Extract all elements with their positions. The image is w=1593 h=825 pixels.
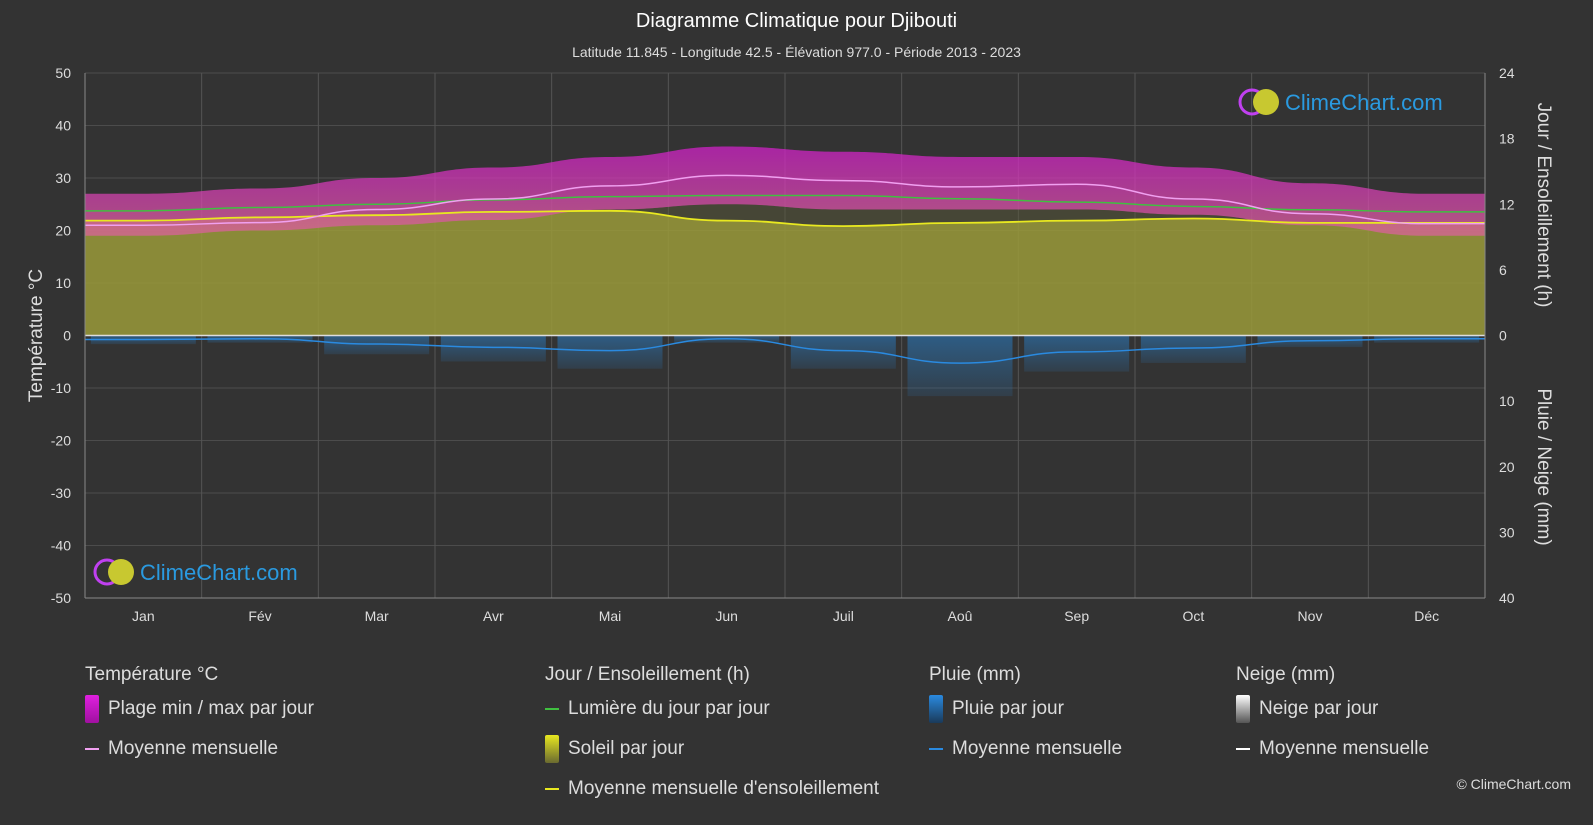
sunshine-swatch	[545, 735, 559, 763]
legend-snow-label: Neige par jour	[1259, 698, 1379, 719]
rain-bar	[324, 335, 430, 355]
legend-item-temp-mean: Moyenne mensuelle	[85, 730, 314, 768]
logo-top-sun-icon	[1253, 89, 1279, 115]
right-top-tick-label: 12	[1499, 196, 1515, 212]
left-tick-label: -20	[51, 433, 71, 449]
sunshine-mean-line	[85, 209, 1485, 228]
legend-temp-range-label: Plage min / max par jour	[108, 698, 314, 719]
legend-rain-title: Pluie (mm)	[929, 664, 1021, 685]
logo-top-text: ClimeChart.com	[1285, 90, 1443, 115]
right-top-tick-label: 24	[1499, 65, 1515, 81]
legend-rain: Pluie (mm) Pluie par jour Moyenne mensue…	[929, 664, 1122, 768]
month-label: Déc	[1414, 608, 1439, 624]
legend-item-sunshine: Soleil par jour	[545, 730, 879, 768]
snow-swatch	[1236, 695, 1250, 723]
rain-swatch	[929, 695, 943, 723]
rain-mean-line	[85, 338, 1485, 364]
month-label: Oct	[1182, 608, 1204, 624]
temp-mean-swatch	[85, 748, 99, 750]
legend-rain-label: Pluie par jour	[952, 698, 1064, 719]
month-label: Mar	[365, 608, 389, 624]
month-label: Nov	[1298, 608, 1323, 624]
left-axis-title: Température °C	[26, 269, 47, 402]
month-label: Aoû	[948, 608, 973, 624]
left-tick-label: -40	[51, 538, 71, 554]
right-bottom-tick-label: 20	[1499, 459, 1515, 475]
left-tick-label: 50	[55, 65, 71, 81]
copyright: © ClimeChart.com	[1456, 776, 1571, 792]
right-top-axis-title: Jour / Ensoleillement (h)	[1533, 103, 1554, 308]
legend-item-snow-mean: Moyenne mensuelle	[1236, 730, 1429, 768]
legend-rain-mean-label: Moyenne mensuelle	[952, 738, 1123, 759]
left-tick-label: -10	[51, 380, 71, 396]
legend-temperature: Température °C Plage min / max par jour …	[85, 664, 314, 768]
snow-mean-swatch	[1236, 748, 1250, 750]
legend-temp-mean-label: Moyenne mensuelle	[108, 738, 279, 759]
left-tick-label: 0	[63, 328, 71, 344]
legend-sunshine-mean-label: Moyenne mensuelle d'ensoleillement	[568, 778, 879, 799]
right-top-tick-label: 18	[1499, 131, 1515, 147]
month-label: Mai	[599, 608, 622, 624]
month-label: Fév	[248, 608, 271, 624]
left-tick-label: -50	[51, 590, 71, 606]
legend-item-daylight: Lumière du jour par jour	[545, 690, 879, 728]
climate-chart: 50 40 30 20 10 0 -10 -20 -30 -40 -50 24 18 12 6 0 10 20 30…	[26, 65, 1554, 624]
daylight-line	[85, 194, 1485, 213]
legend-snow-mean-label: Moyenne mensuelle	[1259, 738, 1430, 759]
legend-item-temp-range: Plage min / max par jour	[85, 690, 314, 728]
legend-item-sunshine-mean: Moyenne mensuelle d'ensoleillement	[545, 770, 879, 808]
legend-item-rain-mean: Moyenne mensuelle	[929, 730, 1122, 768]
rain-mean-swatch	[929, 748, 943, 750]
month-label: Avr	[483, 608, 504, 624]
month-label: Jun	[715, 608, 738, 624]
month-label: Juil	[833, 608, 854, 624]
right-top-tick-label: 0	[1499, 328, 1507, 344]
legend-item-snow: Neige par jour	[1236, 690, 1429, 728]
right-bottom-axis-title: Pluie / Neige (mm)	[1533, 388, 1554, 545]
right-bottom-tick-label: 10	[1499, 393, 1515, 409]
left-tick-label: 30	[55, 170, 71, 186]
legend-snow: Neige (mm) Neige par jour Moyenne mensue…	[1236, 664, 1429, 768]
sunshine-area	[85, 210, 1485, 336]
legend-daylight-label: Lumière du jour par jour	[568, 698, 770, 719]
legend-sun: Jour / Ensoleillement (h) Lumière du jou…	[545, 664, 879, 808]
right-top-tick-label: 6	[1499, 262, 1507, 278]
left-tick-label: 10	[55, 275, 71, 291]
rain-bar	[907, 335, 1013, 397]
legend-sun-title: Jour / Ensoleillement (h)	[545, 664, 750, 685]
chart-subtitle: Latitude 11.845 - Longitude 42.5 - Éléva…	[572, 44, 1021, 60]
chart-title: Diagramme Climatique pour Djibouti	[635, 10, 958, 32]
sunshine-mean-swatch	[545, 788, 559, 790]
legend-snow-title: Neige (mm)	[1236, 664, 1336, 685]
left-tick-label: 40	[55, 118, 71, 134]
logo-bottom-text: ClimeChart.com	[140, 560, 298, 585]
legend-item-rain: Pluie par jour	[929, 690, 1122, 728]
left-tick-label: 20	[55, 223, 71, 239]
temp-mean-line	[84, 174, 1485, 227]
left-tick-label: -30	[51, 485, 71, 501]
temp-range-swatch	[85, 695, 99, 723]
rain-bar	[557, 335, 663, 369]
legend-sunshine-label: Soleil par jour	[568, 738, 685, 759]
right-bottom-tick-label: 40	[1499, 590, 1515, 606]
month-label: Jan	[132, 608, 155, 624]
legend-temperature-title: Température °C	[85, 664, 219, 685]
month-label: Sep	[1064, 608, 1089, 624]
right-bottom-tick-label: 30	[1499, 524, 1515, 540]
daylight-swatch	[545, 708, 559, 710]
logo-bottom-sun-icon	[108, 559, 134, 585]
